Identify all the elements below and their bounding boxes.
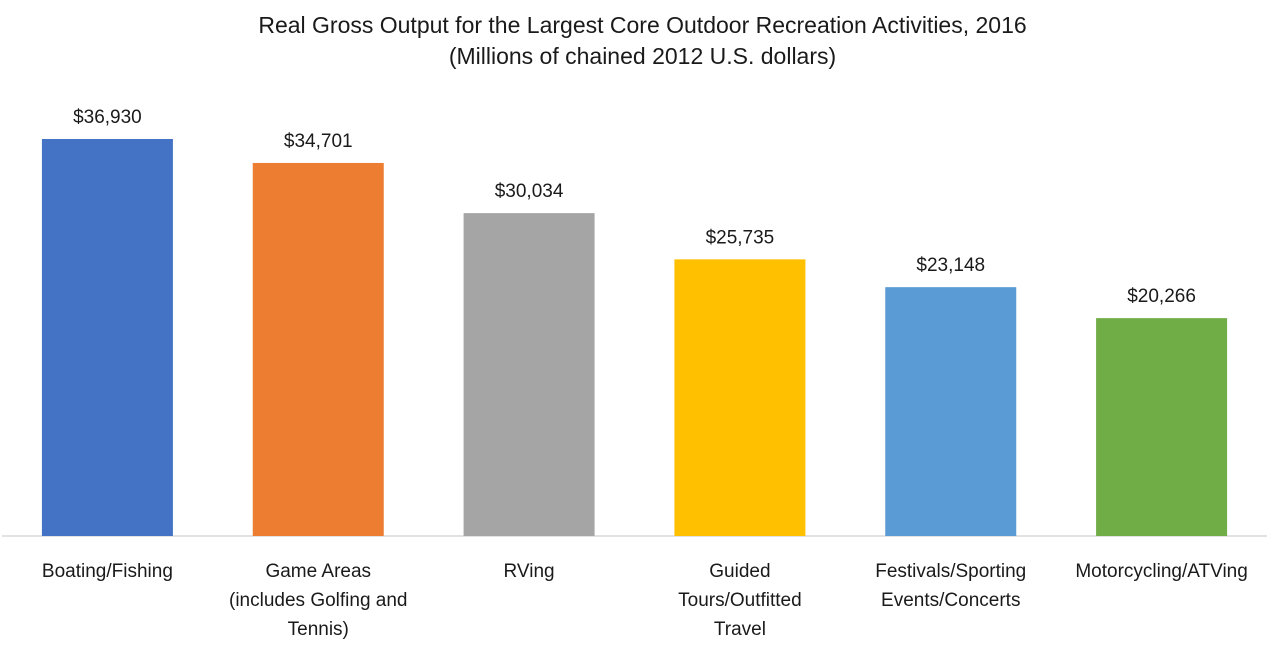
data-label-1: $34,701 bbox=[284, 131, 353, 152]
x-tick-label-1-line-1: (includes Golfing and bbox=[229, 590, 408, 611]
bar-3 bbox=[674, 259, 806, 536]
x-tick-label-4-line-0: Festivals/Sporting bbox=[875, 561, 1026, 582]
x-tick-label-1-line-2: Tennis) bbox=[288, 619, 349, 640]
chart-title-block: Real Gross Output for the Largest Core O… bbox=[0, 10, 1285, 72]
x-tick-label-0: Boating/Fishing bbox=[42, 561, 173, 582]
x-tick-labels-group: Boating/Fishing Game Areas (includes Golfi… bbox=[42, 561, 1248, 640]
x-tick-label-4-line-1: Events/Concerts bbox=[881, 590, 1020, 611]
chart-subtitle: (Millions of chained 2012 U.S. dollars) bbox=[448, 43, 837, 69]
data-label-4: $23,148 bbox=[916, 255, 985, 276]
chart-title: Real Gross Output for the Largest Core O… bbox=[258, 12, 1027, 38]
bar-2 bbox=[463, 213, 595, 537]
x-tick-label-3-line-2: Travel bbox=[714, 619, 766, 640]
x-tick-label-0-line-0: Boating/Fishing bbox=[42, 561, 173, 582]
bar-4 bbox=[885, 287, 1017, 536]
x-tick-label-3-line-1: Tours/Outfitted bbox=[678, 590, 802, 611]
x-tick-label-3-line-0: Guided bbox=[709, 561, 770, 582]
x-tick-label-3: Guided Tours/Outfitted Travel bbox=[678, 561, 802, 640]
data-labels-group: $36,930 $34,701 $30,034 $25,735 $23,148 $20,2… bbox=[73, 107, 1196, 307]
bar-5 bbox=[1096, 318, 1228, 536]
data-label-2: $30,034 bbox=[495, 181, 564, 202]
data-label-3: $25,735 bbox=[706, 227, 775, 248]
x-tick-label-1-line-0: Game Areas bbox=[265, 561, 371, 582]
x-tick-label-5: Motorcycling/ATVing bbox=[1075, 561, 1247, 582]
data-label-0: $36,930 bbox=[73, 107, 142, 128]
x-tick-label-2: RVing bbox=[504, 561, 555, 582]
data-label-5: $20,266 bbox=[1127, 286, 1196, 307]
x-tick-label-4: Festivals/Sporting Events/Concerts bbox=[875, 561, 1026, 611]
x-tick-label-2-line-0: RVing bbox=[504, 561, 555, 582]
bar-0 bbox=[41, 139, 173, 536]
x-tick-label-5-line-0: Motorcycling/ATVing bbox=[1075, 561, 1247, 582]
bar-1 bbox=[252, 162, 384, 536]
bars-group bbox=[41, 139, 1228, 537]
x-tick-label-1: Game Areas (includes Golfing and Tennis) bbox=[229, 561, 408, 640]
